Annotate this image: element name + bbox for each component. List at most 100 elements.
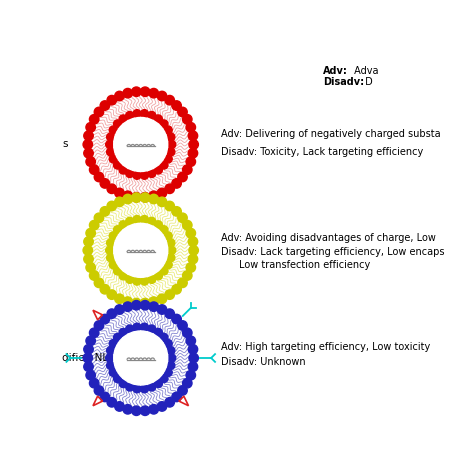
Circle shape bbox=[86, 157, 95, 166]
Circle shape bbox=[188, 237, 198, 246]
Circle shape bbox=[188, 362, 198, 372]
Circle shape bbox=[119, 221, 127, 229]
Circle shape bbox=[133, 171, 141, 179]
Circle shape bbox=[107, 346, 115, 355]
Circle shape bbox=[126, 217, 134, 225]
Circle shape bbox=[119, 272, 127, 280]
Circle shape bbox=[186, 370, 196, 380]
Circle shape bbox=[133, 216, 141, 224]
Circle shape bbox=[149, 302, 158, 311]
Circle shape bbox=[115, 197, 124, 207]
Circle shape bbox=[109, 155, 117, 163]
Circle shape bbox=[186, 263, 196, 272]
Circle shape bbox=[132, 87, 141, 97]
Circle shape bbox=[107, 309, 117, 319]
Circle shape bbox=[86, 370, 95, 380]
Circle shape bbox=[167, 148, 175, 156]
Circle shape bbox=[119, 380, 127, 388]
Circle shape bbox=[84, 237, 93, 246]
Circle shape bbox=[113, 226, 121, 234]
Circle shape bbox=[86, 336, 95, 346]
Circle shape bbox=[182, 115, 192, 124]
Circle shape bbox=[188, 148, 198, 158]
Circle shape bbox=[90, 115, 99, 124]
Text: Adv: High targeting efficiency, Low toxicity: Adv: High targeting efficiency, Low toxi… bbox=[221, 342, 430, 352]
Circle shape bbox=[90, 378, 99, 388]
Circle shape bbox=[107, 254, 115, 262]
Circle shape bbox=[94, 321, 104, 330]
Circle shape bbox=[178, 213, 187, 223]
Circle shape bbox=[155, 115, 163, 123]
Circle shape bbox=[149, 194, 158, 204]
Text: Disadv: Unknown: Disadv: Unknown bbox=[221, 356, 306, 366]
Circle shape bbox=[155, 272, 163, 280]
Circle shape bbox=[178, 278, 187, 288]
Circle shape bbox=[168, 354, 176, 362]
Circle shape bbox=[84, 148, 93, 158]
Circle shape bbox=[168, 140, 176, 148]
Circle shape bbox=[178, 107, 187, 117]
Circle shape bbox=[157, 197, 167, 207]
Circle shape bbox=[113, 333, 121, 341]
Circle shape bbox=[123, 302, 133, 311]
Circle shape bbox=[172, 284, 182, 294]
Circle shape bbox=[107, 133, 115, 141]
Circle shape bbox=[133, 385, 141, 393]
Circle shape bbox=[167, 239, 175, 247]
Circle shape bbox=[172, 314, 182, 324]
Circle shape bbox=[157, 401, 167, 411]
Circle shape bbox=[114, 223, 168, 277]
Circle shape bbox=[109, 368, 117, 376]
Circle shape bbox=[140, 323, 148, 331]
Circle shape bbox=[168, 246, 176, 255]
Circle shape bbox=[123, 404, 133, 414]
Circle shape bbox=[84, 254, 93, 264]
Text: Adv:: Adv: bbox=[323, 66, 348, 76]
Circle shape bbox=[155, 166, 163, 174]
Circle shape bbox=[123, 191, 133, 201]
Circle shape bbox=[107, 239, 115, 247]
Circle shape bbox=[94, 172, 104, 182]
Text: Low transfection efficiency: Low transfection efficiency bbox=[239, 260, 371, 270]
Circle shape bbox=[107, 148, 115, 156]
Circle shape bbox=[164, 261, 172, 269]
Text: Disadv: Toxicity, Lack targeting efficiency: Disadv: Toxicity, Lack targeting efficie… bbox=[221, 147, 423, 157]
Circle shape bbox=[157, 188, 167, 198]
Circle shape bbox=[186, 123, 196, 132]
Circle shape bbox=[126, 325, 134, 333]
Circle shape bbox=[164, 368, 172, 376]
Text: Disadv: Lack targeting efficiency, Low encaps: Disadv: Lack targeting efficiency, Low e… bbox=[221, 247, 445, 257]
Circle shape bbox=[148, 275, 156, 283]
Circle shape bbox=[86, 228, 95, 238]
Text: dified NLCs: dified NLCs bbox=[62, 353, 121, 363]
Circle shape bbox=[132, 298, 141, 308]
Circle shape bbox=[155, 328, 163, 337]
Circle shape bbox=[140, 385, 148, 393]
Circle shape bbox=[109, 232, 117, 240]
Circle shape bbox=[155, 380, 163, 388]
Circle shape bbox=[140, 87, 150, 97]
Circle shape bbox=[140, 216, 148, 224]
Circle shape bbox=[172, 207, 182, 216]
Circle shape bbox=[133, 277, 141, 285]
Circle shape bbox=[160, 226, 168, 234]
Circle shape bbox=[115, 294, 124, 303]
Circle shape bbox=[119, 115, 127, 123]
Circle shape bbox=[100, 392, 109, 401]
Circle shape bbox=[113, 161, 121, 169]
Circle shape bbox=[107, 398, 117, 407]
Circle shape bbox=[165, 95, 174, 105]
Circle shape bbox=[109, 126, 117, 134]
Circle shape bbox=[164, 232, 172, 240]
Circle shape bbox=[107, 95, 117, 105]
Circle shape bbox=[133, 323, 141, 331]
Circle shape bbox=[167, 361, 175, 369]
Circle shape bbox=[189, 140, 199, 149]
Circle shape bbox=[126, 383, 134, 391]
Circle shape bbox=[148, 217, 156, 225]
Circle shape bbox=[94, 107, 104, 117]
Circle shape bbox=[182, 378, 192, 388]
Circle shape bbox=[113, 374, 121, 383]
Circle shape bbox=[100, 284, 109, 294]
Circle shape bbox=[84, 131, 93, 140]
